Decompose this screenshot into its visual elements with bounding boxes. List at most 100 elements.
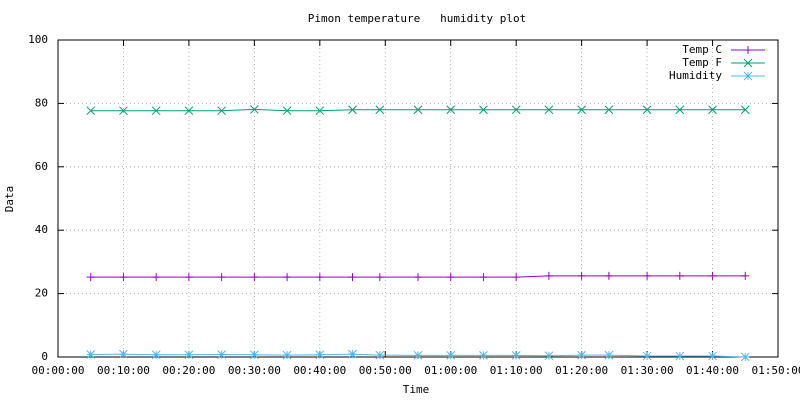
point <box>741 271 750 280</box>
marker-stroke <box>250 350 259 360</box>
marker-stroke <box>708 105 717 115</box>
point <box>544 351 554 361</box>
marker-stroke <box>446 105 456 115</box>
legend-marker <box>743 58 753 68</box>
marker-stroke <box>86 106 96 116</box>
x-tick-label: 00:30:00 <box>228 364 281 377</box>
point <box>282 350 292 360</box>
marker-stroke <box>282 106 292 116</box>
marker-stroke <box>184 106 194 116</box>
marker-stroke <box>151 106 161 116</box>
point <box>184 106 194 116</box>
x-tick-label: 01:20:00 <box>555 364 608 377</box>
point <box>708 271 717 280</box>
x-tick-label: 00:10:00 <box>97 364 150 377</box>
point <box>250 105 259 114</box>
point <box>217 350 226 359</box>
x-tick-label: 01:30:00 <box>621 364 674 377</box>
point <box>413 105 423 115</box>
marker-stroke <box>375 350 385 360</box>
point <box>119 349 128 359</box>
point <box>642 351 652 361</box>
marker-stroke <box>282 350 292 360</box>
point <box>413 351 423 360</box>
point <box>544 271 553 280</box>
legend-marker <box>744 46 752 54</box>
point <box>740 105 750 115</box>
marker-stroke <box>86 350 96 359</box>
marker-stroke <box>217 350 226 359</box>
point <box>577 350 586 360</box>
point <box>479 273 488 282</box>
legend-label: Temp F <box>682 56 722 69</box>
point <box>315 106 325 116</box>
point <box>511 351 521 360</box>
point <box>604 271 613 280</box>
point <box>708 351 717 361</box>
point <box>152 273 161 282</box>
plot-frame <box>57 39 779 358</box>
point <box>119 273 128 282</box>
point <box>544 105 554 115</box>
point <box>740 352 750 362</box>
chart-title: Pimon temperature humidity plot <box>308 12 527 25</box>
marker-stroke <box>740 105 750 115</box>
point <box>675 351 685 361</box>
marker-stroke <box>544 351 554 361</box>
x-tick-label: 01:50:00 <box>752 364 800 377</box>
marker-stroke <box>604 105 614 115</box>
point <box>446 273 455 282</box>
point <box>217 106 226 116</box>
point <box>184 273 193 282</box>
point <box>250 350 259 360</box>
marker-stroke <box>151 350 161 360</box>
y-tick-label: 0 <box>41 350 48 363</box>
point <box>151 350 161 360</box>
point <box>282 106 292 116</box>
point <box>479 351 488 360</box>
point <box>604 105 614 115</box>
point <box>151 106 161 116</box>
point <box>315 273 324 282</box>
point <box>375 350 385 360</box>
marker-stroke <box>250 105 259 114</box>
marker-stroke <box>743 71 753 81</box>
x-tick-label: 00:20:00 <box>162 364 215 377</box>
marker-stroke <box>740 352 750 362</box>
marker-stroke <box>577 105 586 115</box>
point <box>643 271 652 280</box>
point <box>446 351 456 360</box>
point <box>375 273 384 282</box>
point <box>86 106 96 116</box>
marker-stroke <box>642 351 652 361</box>
point <box>348 349 357 359</box>
marker-stroke <box>413 105 423 115</box>
point <box>479 105 488 115</box>
point <box>315 350 325 360</box>
y-tick-label: 60 <box>35 160 48 173</box>
marker-stroke <box>184 350 194 360</box>
marker-stroke <box>375 105 385 115</box>
y-tick-label: 20 <box>35 287 48 300</box>
point <box>348 105 357 115</box>
point <box>86 350 96 359</box>
point <box>675 271 684 280</box>
marker-stroke <box>743 58 753 68</box>
marker-stroke <box>315 106 325 116</box>
marker-stroke <box>315 350 325 360</box>
point <box>446 105 456 115</box>
marker-stroke <box>348 105 357 115</box>
point <box>184 350 194 360</box>
x-tick-label: 00:40:00 <box>293 364 346 377</box>
point <box>708 105 717 115</box>
point <box>414 273 422 282</box>
point <box>119 106 128 116</box>
marker-stroke <box>119 106 128 116</box>
marker-stroke <box>708 351 717 361</box>
marker-stroke <box>119 349 128 359</box>
marker-stroke <box>348 349 357 359</box>
marker-stroke <box>479 105 488 115</box>
point <box>604 350 614 360</box>
